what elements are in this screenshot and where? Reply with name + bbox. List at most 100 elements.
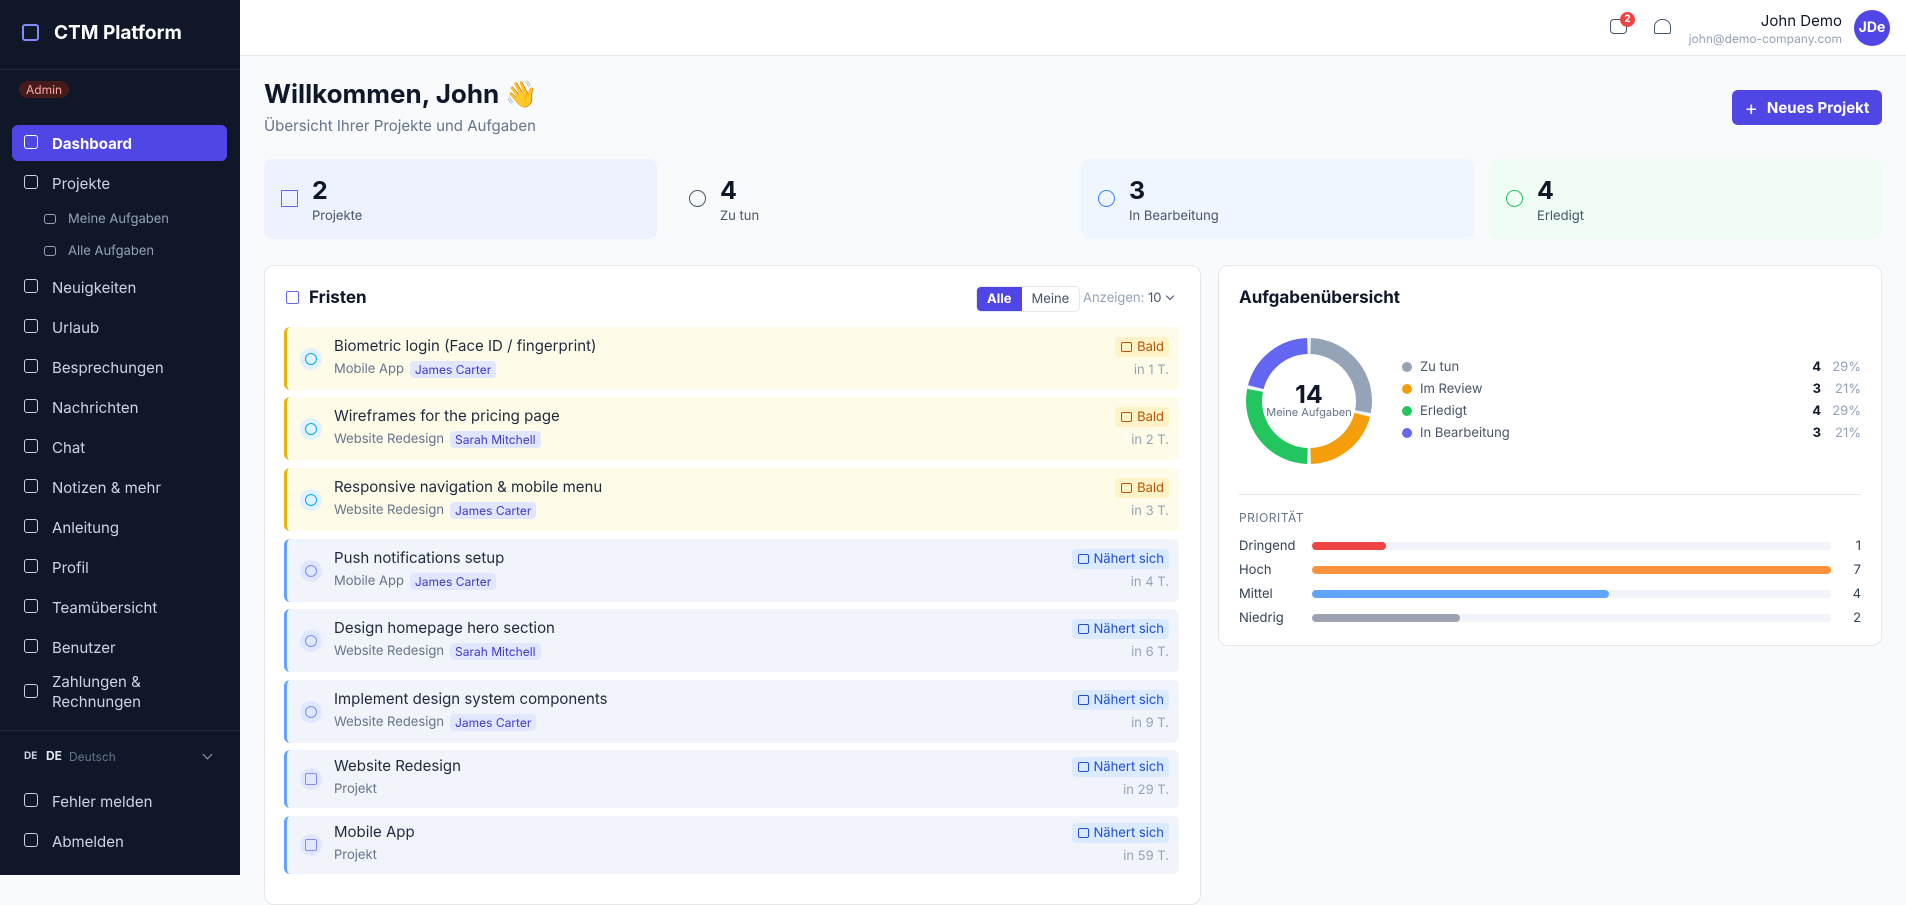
stat-label: In Bearbeitung <box>1129 208 1219 224</box>
item-icon-glyph <box>305 493 317 506</box>
nav-label: Notizen & mehr <box>52 477 162 497</box>
badge-icon <box>1121 482 1133 493</box>
nav-label: Fehler melden <box>52 791 153 811</box>
footer-link[interactable]: Abmelden <box>12 821 227 861</box>
nav-item[interactable]: Nachrichten <box>12 387 227 427</box>
logo-icon <box>22 24 39 41</box>
deadline-item[interactable]: Responsive navigation & mobile menu Websi… <box>284 468 1179 531</box>
nav-item[interactable]: Zahlungen & Rechnungen <box>12 667 227 717</box>
badge-icon <box>1121 341 1133 352</box>
nav-label: Nachrichten <box>52 397 139 417</box>
nav-item[interactable]: Besprechungen <box>12 347 227 387</box>
priority-label: Niedrig <box>1239 610 1284 626</box>
stat-value: 2 <box>312 176 328 206</box>
donut-segment <box>1310 412 1370 464</box>
stat-card: 3 In Bearbeitung <box>1081 159 1474 239</box>
filter-option[interactable]: Alle <box>977 287 1022 311</box>
item-icon-glyph <box>305 773 317 785</box>
show-label: Anzeigen: <box>1083 290 1145 306</box>
nav-item[interactable]: Teamübersicht <box>12 587 227 627</box>
item-project: Website Redesign <box>334 714 445 730</box>
deadline-item[interactable]: Mobile App Projekt Nähert sich in 59 T. <box>284 816 1179 874</box>
stat-icon <box>281 190 298 207</box>
nav-icon <box>44 214 56 224</box>
nav-item[interactable]: Projekte <box>12 163 227 203</box>
due-text: in 2 T. <box>1131 431 1169 448</box>
deadline-item[interactable]: Wireframes for the pricing page Website R… <box>284 397 1179 460</box>
avatar[interactable]: JDe <box>1854 10 1890 46</box>
nav-label: Zahlungen & Rechnungen <box>52 672 142 711</box>
due-text: in 59 T. <box>1123 848 1169 864</box>
stat-value: 3 <box>1129 176 1146 206</box>
nav-item[interactable]: Neuigkeiten <box>12 267 227 307</box>
item-project: Projekt <box>334 781 377 797</box>
nav-item[interactable]: Notizen & mehr <box>12 467 227 507</box>
show-select[interactable]: 10 <box>1148 290 1162 306</box>
nav-item[interactable]: Benutzer <box>12 627 227 667</box>
nav-item[interactable]: Anleitung <box>12 507 227 547</box>
item-icon-glyph <box>305 839 317 851</box>
legend-count: 4 <box>1812 359 1821 375</box>
nav-label: Dashboard <box>52 133 132 153</box>
nav-label: Projekte <box>52 173 111 193</box>
page-title: Willkommen, John 👋 <box>264 79 538 110</box>
deadline-item[interactable]: Push notifications setup Mobile App James … <box>284 539 1179 602</box>
nav-icon <box>24 684 38 698</box>
legend-dot <box>1402 384 1412 394</box>
filter-option[interactable]: Meine <box>1031 291 1070 307</box>
deadline-item[interactable]: Biometric login (Face ID / fingerprint) M… <box>284 327 1179 390</box>
legend-percent: 29% <box>1832 359 1861 375</box>
nav-label: Benutzer <box>52 637 116 657</box>
nav-item[interactable]: Dashboard <box>12 125 227 161</box>
language-select[interactable]: Deutsch <box>69 749 116 764</box>
footer-link[interactable]: Fehler melden <box>12 781 227 821</box>
deadline-item[interactable]: Website Redesign Projekt Nähert sich in 29 … <box>284 750 1179 808</box>
priority-count: 7 <box>1853 562 1861 578</box>
item-icon-glyph <box>305 705 317 718</box>
nav-item[interactable]: Profil <box>12 547 227 587</box>
deadline-item[interactable]: Design homepage hero section Website Rede… <box>284 609 1179 672</box>
notifications-button[interactable] <box>1654 19 1671 34</box>
nav-item[interactable]: Chat <box>12 427 227 467</box>
legend-label: In Bearbeitung <box>1420 425 1510 441</box>
item-project: Website Redesign <box>334 502 445 518</box>
nav-icon <box>24 519 38 533</box>
filter-toggle: Alle Meine <box>976 286 1081 312</box>
item-title: Website Redesign <box>334 756 461 775</box>
item-meta: Website Redesign James Carter <box>334 713 537 731</box>
item-project: Mobile App <box>334 573 404 589</box>
due-text: in 9 T. <box>1131 714 1169 731</box>
legend-dot <box>1402 406 1412 416</box>
assignee-chip: James Carter <box>450 501 537 519</box>
status-badge: Bald <box>1115 406 1169 427</box>
plus-icon: + <box>1744 95 1758 120</box>
item-project: Website Redesign <box>334 643 445 659</box>
assignee-chip: Sarah Mitchell <box>450 642 541 660</box>
nav-label: Alle Aufgaben <box>68 243 155 259</box>
nav-icon <box>24 833 38 847</box>
new-project-button[interactable]: + Neues Projekt <box>1732 90 1882 125</box>
donut-total: 14 <box>1295 380 1323 410</box>
nav-item[interactable]: Alle Aufgaben <box>12 235 227 267</box>
stat-label: Zu tun <box>720 208 760 224</box>
item-title: Wireframes for the pricing page <box>334 405 560 425</box>
nav-icon <box>24 479 38 493</box>
donut-chart <box>1246 338 1372 464</box>
item-meta: Mobile App James Carter <box>334 572 497 590</box>
button-label: Neues Projekt <box>1766 98 1870 117</box>
nav-icon <box>44 246 56 256</box>
role-badge: Admin <box>19 81 70 98</box>
status-badge: Nähert sich <box>1071 757 1169 777</box>
legend-label: Erledigt <box>1420 403 1467 419</box>
item-title: Design homepage hero section <box>334 617 555 637</box>
nav-icon <box>24 793 38 807</box>
deadline-item[interactable]: Implement design system components Websit… <box>284 680 1179 743</box>
nav-item[interactable]: Urlaub <box>12 307 227 347</box>
language-flag: DE <box>24 750 38 762</box>
stat-card: 4 Erledigt <box>1489 159 1882 239</box>
separator <box>0 69 240 70</box>
badge-icon <box>1077 762 1089 772</box>
nav-item[interactable]: Meine Aufgaben <box>12 203 227 235</box>
donut-segment <box>1310 338 1372 414</box>
priority-title: PRIORITÄT <box>1239 510 1304 525</box>
